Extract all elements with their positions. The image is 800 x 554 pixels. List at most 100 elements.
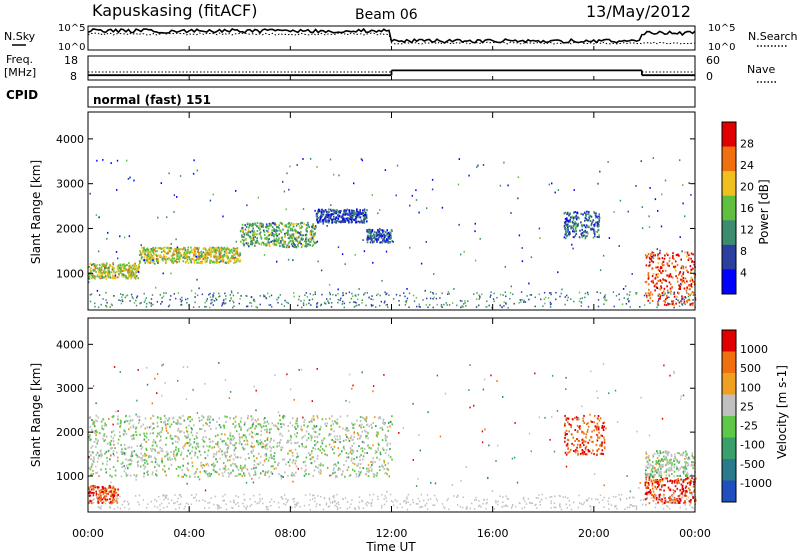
power-point: [129, 176, 131, 179]
power-point: [425, 304, 427, 306]
power-point: [320, 211, 323, 214]
velocity-point: [102, 487, 104, 490]
power-point: [604, 297, 606, 299]
power-point: [278, 233, 280, 236]
velocity-point: [95, 438, 97, 441]
velocity-point: [140, 448, 143, 450]
velocity-point: [673, 466, 675, 469]
power-point: [184, 247, 186, 250]
velocity-point: [661, 459, 663, 462]
velocity-point: [675, 479, 678, 481]
power-point: [418, 211, 420, 214]
power-point: [138, 263, 140, 266]
velocity-point: [218, 450, 220, 453]
velocity-point: [578, 426, 581, 429]
velocity-point: [188, 424, 190, 427]
velocity-point: [583, 432, 585, 435]
velocity-point: [292, 474, 294, 477]
power-point: [151, 256, 154, 259]
velocity-point: [223, 453, 226, 456]
power-point: [548, 292, 551, 294]
velocity-point: [648, 459, 651, 462]
velocity-point: [123, 447, 126, 450]
power-point: [682, 273, 684, 276]
velocity-point: [564, 434, 567, 437]
velocity-point: [284, 415, 286, 418]
power-point: [266, 229, 268, 232]
power-point: [145, 297, 147, 299]
power-point: [385, 304, 387, 306]
power-point: [197, 258, 200, 261]
velocity-point: [693, 457, 696, 460]
velocity-point: [337, 447, 339, 449]
power-point: [305, 292, 307, 294]
power-point: [119, 235, 121, 238]
power-point: [588, 217, 591, 220]
power-point: [222, 299, 225, 302]
velocity-point: [243, 439, 246, 442]
power-point: [679, 159, 681, 162]
velocity-point: [646, 493, 648, 496]
velocity-point: [232, 438, 235, 441]
velocity-point: [225, 456, 227, 459]
power-point: [167, 246, 170, 249]
velocity-point: [666, 459, 669, 461]
power-point: [669, 283, 672, 286]
power-point: [374, 234, 376, 237]
power-point: [657, 295, 659, 297]
power-point: [323, 210, 326, 213]
power-point: [564, 296, 566, 298]
power-point: [188, 250, 190, 253]
power-point: [94, 267, 97, 270]
velocity-point: [353, 435, 356, 438]
velocity-point: [374, 461, 376, 464]
power-point: [327, 300, 329, 302]
power-point: [246, 243, 249, 246]
power-point: [648, 215, 650, 218]
velocity-point: [679, 489, 681, 492]
velocity-point: [278, 473, 280, 476]
velocity-point: [665, 452, 668, 455]
power-point: [249, 243, 252, 246]
velocity-point: [678, 452, 680, 455]
velocity-point: [129, 419, 132, 422]
power-point: [88, 281, 90, 284]
velocity-point: [668, 451, 670, 454]
power-point: [195, 255, 197, 258]
power-point: [333, 212, 335, 215]
power-point: [187, 246, 189, 249]
velocity-point: [106, 492, 108, 495]
power-point: [236, 258, 239, 260]
velocity-point: [246, 440, 249, 443]
velocity-point: [203, 470, 206, 473]
velocity-point: [152, 471, 154, 474]
velocity-point: [365, 430, 367, 433]
velocity-point: [277, 422, 280, 425]
velocity-point: [143, 432, 145, 435]
velocity-point: [153, 427, 155, 429]
velocity-point: [651, 482, 654, 485]
velocity-point: [346, 414, 349, 417]
power-point: [366, 238, 369, 241]
velocity-point: [677, 478, 679, 480]
power-point: [656, 287, 659, 289]
velocity-point: [656, 482, 659, 485]
velocity-point: [188, 441, 191, 444]
power-point: [647, 272, 650, 275]
power-point: [572, 218, 575, 221]
power-point: [134, 264, 136, 267]
power-point: [669, 287, 672, 290]
power-point: [149, 256, 151, 259]
velocity-point: [679, 498, 682, 501]
power-point: [208, 248, 210, 251]
velocity-point: [653, 474, 655, 477]
velocity-point: [180, 451, 183, 454]
power-point: [379, 304, 381, 307]
power-point: [578, 291, 581, 294]
velocity-point: [92, 452, 95, 454]
power-point: [299, 232, 301, 235]
power-point: [647, 277, 650, 280]
power-point: [351, 217, 353, 220]
power-point: [587, 219, 589, 222]
velocity-point: [263, 459, 266, 462]
